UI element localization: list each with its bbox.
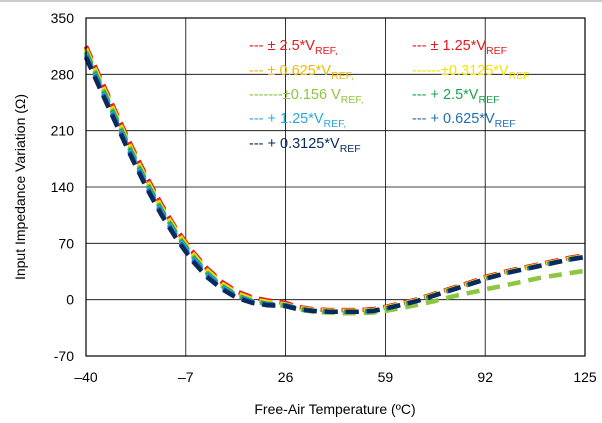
legend-label-subscript: REF: [486, 45, 507, 57]
legend-label: ------±0.3125*V: [412, 63, 509, 79]
legend-entry-3: ------±0.3125*VREF: [412, 63, 530, 82]
y-tick-label: 280: [51, 66, 75, 82]
x-axis-title: Free-Air Temperature (ºC): [254, 401, 415, 417]
legend-label-subscript: REF: [509, 70, 530, 82]
x-tick-label: –40: [74, 369, 98, 385]
legend-label-subscript: REF,: [341, 94, 364, 106]
y-tick-label: 350: [51, 10, 75, 26]
legend-label-subscript: REF,: [315, 45, 338, 57]
y-tick-label: 140: [51, 179, 75, 195]
y-tick-label: 0: [66, 292, 74, 308]
x-tick-label: 26: [278, 369, 294, 385]
y-tick-labels: -70 0 70 140 210 280 350: [51, 10, 75, 364]
legend-label-subscript: REF,: [324, 118, 347, 130]
x-tick-label: 125: [573, 369, 597, 385]
legend: --- ± 2.5*VREF, --- ± 1.25*VREF--- ± 0.62…: [249, 38, 530, 155]
series-layer: [83, 45, 586, 316]
y-tick-label: 70: [58, 235, 74, 251]
legend-label: --- + 0.3125*V: [249, 136, 340, 152]
x-tick-label: –7: [178, 369, 194, 385]
legend-entry-0: --- ± 2.5*VREF,: [249, 38, 338, 57]
legend-label: --- ± 2.5*V: [249, 38, 315, 54]
legend-label: --- + 1.25*V: [249, 111, 324, 127]
legend-entry-7: --- + 0.625*VREF: [412, 111, 516, 130]
x-tick-labels: –40 –7 26 59 92 125: [74, 369, 597, 385]
legend-entry-1: --- ± 1.25*VREF: [412, 38, 507, 57]
legend-label: --- ± 1.25*V: [412, 38, 486, 54]
legend-entry-8: --- + 0.3125*VREF: [249, 136, 361, 155]
legend-label: --- + 2.5*V: [412, 87, 479, 103]
legend-label-subscript: REF: [478, 94, 499, 106]
plot-area-border: [85, 17, 586, 357]
legend-label-subscript: REF: [495, 118, 516, 130]
x-tick-label: 59: [378, 369, 394, 385]
legend-label-subscript: REF: [340, 143, 361, 155]
legend-label: --- + 0.625*V: [412, 111, 495, 127]
legend-entry-5: --- + 2.5*VREF: [412, 87, 499, 106]
x-tick-label: 92: [477, 369, 493, 385]
legend-label: --- ± 0.625*V: [249, 63, 331, 79]
legend-label-subscript: REF,: [331, 70, 354, 82]
legend-entry-6: --- + 1.25*VREF,: [249, 111, 346, 130]
legend-entry-2: --- ± 0.625*VREF,: [249, 63, 354, 82]
grid: [86, 18, 585, 356]
series-line-8: [83, 56, 586, 314]
legend-entry-4: -------±0.156 VREF,: [249, 87, 364, 106]
y-tick-label: 210: [51, 123, 75, 139]
y-tick-label: -70: [54, 348, 74, 364]
y-axis-title: Input Impedance Variation (Ω): [12, 94, 28, 280]
legend-label: -------±0.156 V: [249, 87, 341, 103]
